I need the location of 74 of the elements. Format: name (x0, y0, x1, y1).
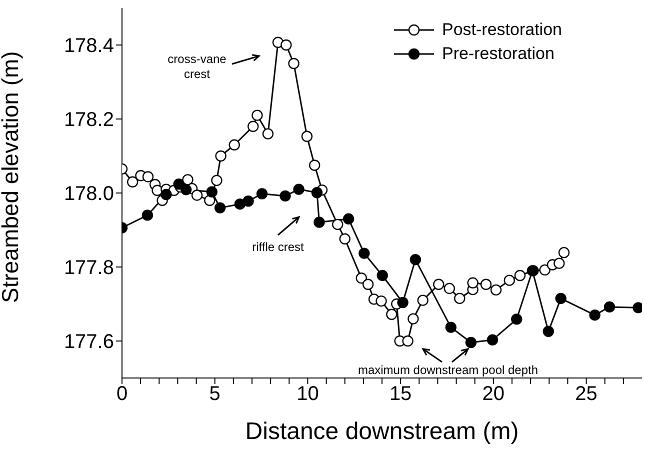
point (433, 278, 444, 290)
point (504, 274, 515, 286)
y-axis-title: Streambed elevation (m) (0, 51, 24, 303)
point (342, 213, 354, 224)
point (288, 58, 300, 70)
point (242, 196, 254, 207)
point (280, 39, 292, 51)
point (308, 160, 320, 171)
point (511, 314, 522, 325)
point (314, 216, 325, 228)
point (555, 292, 566, 304)
y-tick-label: 178.2 (64, 109, 114, 132)
point (311, 187, 323, 198)
point (402, 335, 414, 347)
point (126, 176, 138, 188)
annotation: riffle crest (252, 240, 305, 254)
point (465, 336, 477, 348)
point (262, 128, 274, 140)
point (142, 171, 154, 182)
point (248, 120, 259, 132)
point (376, 270, 388, 282)
x-tick-label: 20 (482, 383, 505, 406)
y-tick-label: 178.4 (64, 35, 114, 58)
point (408, 313, 419, 324)
point (142, 210, 154, 221)
point (256, 188, 268, 200)
x-tick-label: 25 (575, 383, 598, 406)
point (490, 284, 502, 296)
point (358, 248, 370, 259)
point (339, 233, 350, 244)
point (191, 190, 203, 201)
x-axis-title: Distance downstream (m) (245, 418, 519, 445)
point (454, 292, 466, 304)
annotation: cross-vane crest (168, 52, 227, 81)
point (356, 272, 367, 284)
point (480, 278, 492, 290)
point (386, 308, 398, 320)
point (589, 310, 600, 321)
point (252, 110, 263, 121)
point (332, 218, 344, 230)
point (542, 326, 554, 337)
point (604, 301, 616, 313)
point (486, 334, 498, 346)
point (397, 296, 408, 308)
legend-label: Pre-restoration (442, 44, 554, 64)
point (444, 282, 456, 294)
x-tick-label: 10 (296, 383, 319, 406)
y-tick-label: 177.6 (64, 331, 114, 354)
x-tick-label: 0 (116, 383, 128, 406)
point (228, 139, 240, 150)
point (362, 278, 374, 290)
point (417, 294, 428, 306)
point (554, 258, 565, 269)
point (214, 202, 226, 214)
point (558, 246, 570, 258)
point (215, 150, 226, 162)
point (539, 264, 550, 276)
point (293, 184, 304, 195)
y-tick-label: 177.8 (64, 257, 114, 280)
annotation: maximum downstream pool depth (358, 363, 538, 377)
y-tick-label: 178.0 (64, 183, 114, 206)
point (467, 277, 478, 289)
point (206, 186, 218, 198)
legend-label: Post-restoration (442, 20, 562, 40)
point (280, 190, 291, 202)
x-tick-label: 5 (209, 383, 220, 406)
point (410, 254, 422, 266)
point (301, 130, 313, 142)
point (211, 174, 222, 186)
x-tick-label: 15 (389, 383, 412, 406)
point (160, 188, 172, 200)
point (376, 295, 387, 307)
point (445, 322, 456, 333)
point (514, 270, 526, 282)
